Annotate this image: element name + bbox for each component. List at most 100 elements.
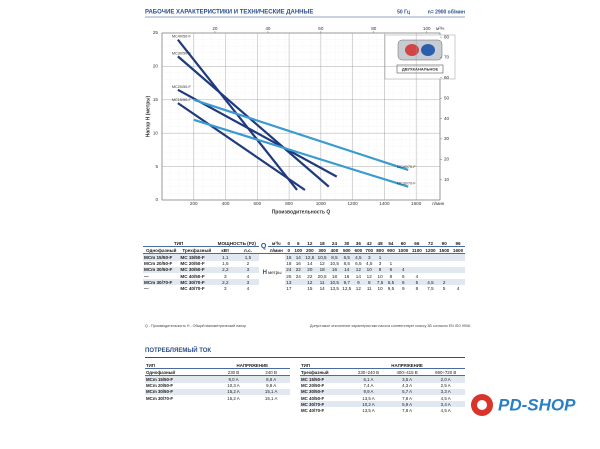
head-value: 12 (352, 266, 364, 273)
current-value: 7,8 A (402, 395, 413, 401)
current-table: ТИП НАПРЯЖЕНИЕ Однофазный 230 В 240 В MCm 15/… (145, 362, 290, 401)
current-value: 13,5 A (362, 407, 375, 413)
series-label: MC30/70-F (397, 182, 417, 186)
current-value: 13,5 A (362, 395, 375, 401)
header-row: Трехфазный 230÷240 В 400÷415 В 690÷720 В (300, 368, 465, 377)
q-value: 6 (292, 240, 304, 248)
header-cell: НАПРЯЖЕНИЕ (349, 362, 465, 370)
head-value (451, 253, 465, 261)
header-cell: Трехфазный (179, 246, 215, 255)
head-value: 18 (286, 261, 292, 267)
rule (145, 357, 465, 358)
q-value: 18 (316, 240, 329, 248)
y2-tick-label: 30 (444, 136, 450, 141)
model: MC 30/70-F (179, 279, 215, 286)
head-value: 3 (378, 261, 382, 267)
q-value: 54 (385, 240, 397, 248)
q-value: 72 (423, 240, 438, 248)
current-value: 3,3 A (426, 388, 465, 395)
q-value: 900 (385, 246, 397, 255)
y-tick-label: 10 (153, 130, 159, 135)
head-value: 22 (292, 266, 304, 273)
current-value: 2,0 A (426, 375, 465, 383)
model: MC 40/70-F (301, 407, 325, 413)
current-value: 15,2 A (214, 388, 253, 395)
q-value: 800 (374, 246, 386, 255)
head-value: 16 (344, 273, 350, 279)
current-value: 10,3 A (227, 383, 240, 389)
model: — (144, 285, 149, 291)
y2-tick-label: 70 (444, 55, 450, 60)
y2-tick-label: 40 (444, 116, 450, 121)
current-value: 4,5 A (440, 407, 451, 413)
head-value (396, 253, 411, 261)
q-value: 12 (303, 240, 316, 248)
y2-tick-label: 10 (444, 177, 450, 182)
head-value (293, 285, 304, 291)
current-value: 5,7 A (387, 388, 427, 395)
power: 1,5 (222, 261, 229, 267)
series-line (177, 55, 330, 188)
head-value: 24 (295, 273, 301, 279)
head-value (410, 266, 424, 273)
power: 4 (246, 285, 250, 291)
header-cell: ТИП (143, 240, 215, 248)
y-axis-label: Напор H (метры) (145, 95, 151, 137)
q-value: 200 (303, 246, 316, 255)
series-label: MC40/50-F (172, 35, 192, 39)
q-value: 0 (284, 246, 293, 255)
current-value: 9,9 A (349, 388, 388, 395)
current-value: 3,4 A (426, 401, 465, 408)
head-value: 14 (307, 261, 313, 267)
x-tick-label: 1600 (411, 201, 422, 206)
x-tick-label: 800 (285, 201, 293, 206)
q-value: 90 (437, 240, 452, 248)
q-value: 700 (363, 246, 375, 255)
x-tick-label: 1000 (316, 201, 327, 206)
header-cell: кВт (214, 246, 237, 255)
data-row: MCm 30/50-F 15,2 A 15,1 A (145, 388, 290, 395)
head-value: 6 (401, 273, 405, 279)
model: MCm 30/50-F (143, 266, 180, 273)
head-value: 12 (319, 261, 325, 267)
x-tick-label: 600 (253, 201, 261, 206)
head-value: 6,5 (340, 253, 353, 261)
current-value: 5,9 A (387, 401, 427, 408)
current-value: 10,2 A (349, 401, 388, 408)
q-value: 1200 (423, 246, 438, 255)
model: MC 20/50-F (301, 383, 325, 389)
head-value: 1 (374, 253, 386, 261)
q-label: Q (259, 240, 268, 255)
x2-unit: м³/ч (436, 26, 445, 31)
power: 3 (236, 266, 260, 273)
x2-tick-label: 80 (371, 26, 377, 31)
q-value: 1000 (396, 246, 411, 255)
model: MCm 20/50-F (146, 383, 174, 389)
head-value: 20 (303, 266, 316, 273)
head-value: 4 (396, 266, 411, 273)
data-row: MCm 30/70-F MC 30/70-F 2,2 3 13 12 11 10,5 9,7 9 8… (143, 279, 465, 286)
series-label: MC20/50-F (172, 85, 192, 89)
y2-tick-label: 80 (444, 34, 450, 39)
head-value: 15 (307, 285, 313, 291)
head-value: 12,5 (303, 253, 316, 261)
note: Допустимое отклонение характеристики нас… (310, 324, 471, 328)
power: 3 (224, 285, 227, 291)
head-value: 13 (284, 279, 293, 286)
head-value: 13,5 (329, 285, 339, 291)
head-value: 2 (437, 279, 452, 286)
model: — (144, 273, 149, 279)
power: 2,2 (214, 279, 237, 286)
power: 1,5 (236, 253, 260, 261)
h-label: H (262, 269, 267, 276)
head-value (385, 253, 397, 261)
head-value: 6,5 (385, 279, 397, 286)
head-value: 8 (389, 273, 393, 279)
header-cell: Однофазный (145, 368, 215, 377)
data-row: MC 20/50-F 7,4 A 4,3 A 2,5 A (300, 383, 465, 389)
logo: PD-SHOP (471, 394, 576, 416)
head-value: 12 (303, 279, 316, 286)
head-value: 8 (415, 285, 419, 291)
